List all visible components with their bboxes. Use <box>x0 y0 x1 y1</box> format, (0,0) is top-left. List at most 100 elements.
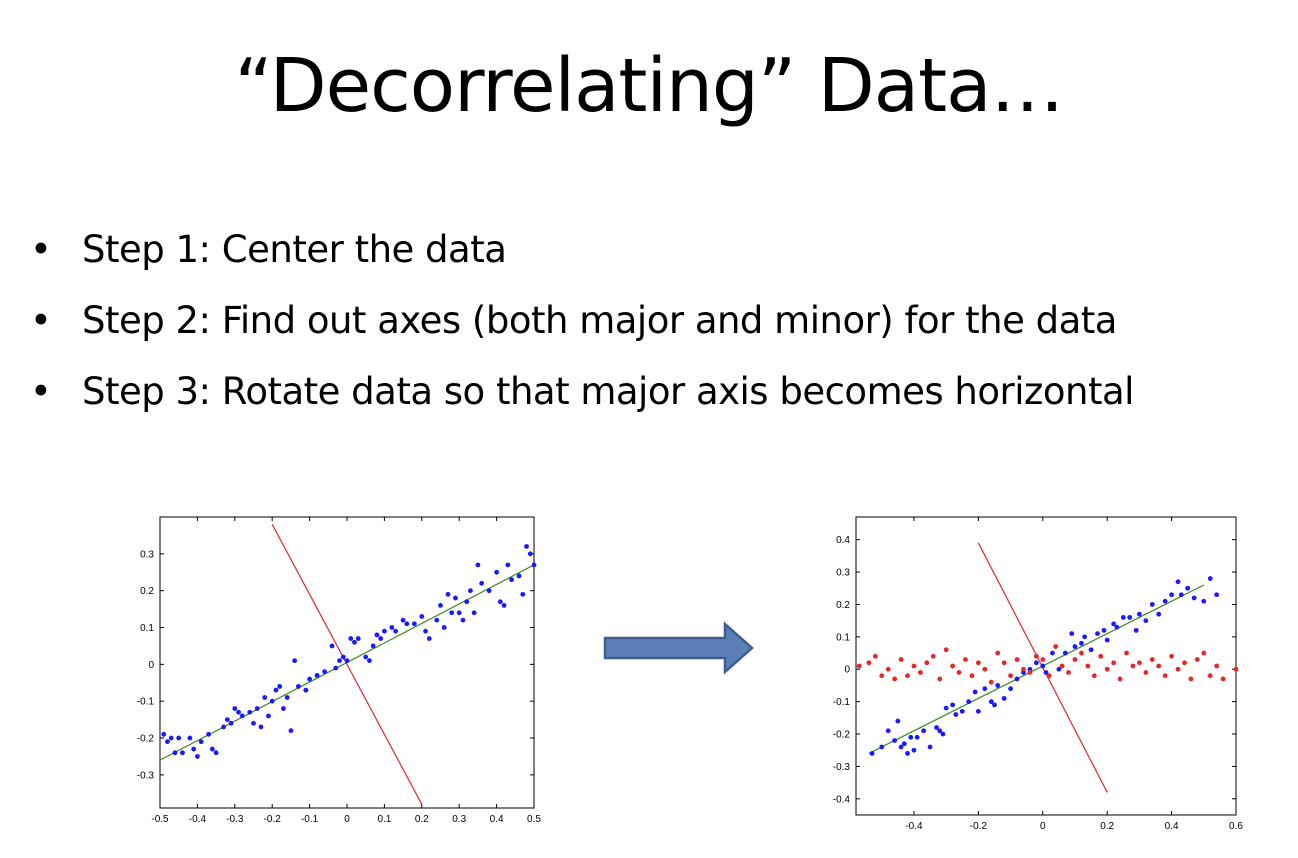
data-point <box>497 599 503 605</box>
data-point <box>1207 673 1213 679</box>
data-point <box>1220 676 1226 682</box>
data-point <box>1201 650 1207 656</box>
data-point <box>464 599 470 605</box>
data-point <box>895 718 901 724</box>
data-point <box>1033 660 1039 666</box>
data-point <box>180 750 185 756</box>
data-point <box>239 713 245 719</box>
data-point <box>509 577 514 583</box>
arrow-shape <box>603 621 754 675</box>
data-point <box>1111 660 1117 666</box>
data-point <box>269 698 275 704</box>
data-point <box>161 731 167 737</box>
y-tick-label: 0.3 <box>140 549 154 560</box>
x-tick-label: 0.2 <box>1100 821 1114 832</box>
data-point <box>228 720 234 726</box>
data-point <box>1062 650 1068 656</box>
data-point <box>206 731 212 737</box>
data-point <box>866 660 872 666</box>
data-point <box>1182 660 1187 666</box>
data-point <box>975 708 981 714</box>
data-point <box>195 754 200 759</box>
data-point <box>1043 670 1049 675</box>
data-point <box>524 544 529 549</box>
data-point <box>456 610 462 616</box>
data-point <box>1130 663 1136 669</box>
data-point <box>988 699 994 705</box>
data-point <box>370 643 376 649</box>
data-point <box>1162 673 1168 679</box>
data-point <box>374 632 380 638</box>
data-point <box>1120 615 1126 620</box>
data-point <box>348 636 354 641</box>
data-point <box>937 676 943 682</box>
data-point <box>1014 657 1020 662</box>
data-point <box>411 621 417 627</box>
data-point <box>1091 673 1097 679</box>
data-point <box>1149 657 1155 662</box>
bullet-text: Step 3: Rotate data so that major axis b… <box>82 370 1134 413</box>
y-tick-label: 0.4 <box>836 535 850 546</box>
data-point <box>1175 579 1181 585</box>
data-point <box>281 706 286 711</box>
data-point <box>453 595 458 601</box>
data-point <box>445 591 451 597</box>
x-tick-label: -0.1 <box>301 814 319 825</box>
data-point <box>1040 663 1046 669</box>
data-point <box>940 731 946 737</box>
data-point <box>879 744 885 750</box>
data-point <box>1053 644 1059 649</box>
x-tick-label: -0.4 <box>189 814 207 825</box>
x-tick-label: 0.4 <box>1165 821 1179 832</box>
data-point <box>879 673 885 679</box>
data-point <box>972 689 978 695</box>
data-point <box>367 658 372 664</box>
y-tick-label: 0 <box>844 665 850 676</box>
data-point <box>423 628 428 634</box>
x-tick-label: -0.2 <box>264 814 282 825</box>
data-point <box>441 625 447 630</box>
data-point <box>1143 670 1149 675</box>
data-point <box>277 684 283 689</box>
data-point <box>307 676 312 682</box>
data-point <box>292 658 298 664</box>
data-point <box>479 580 485 586</box>
data-point <box>520 591 526 597</box>
data-point <box>1088 647 1094 653</box>
data-point <box>344 658 350 664</box>
data-point <box>434 617 440 623</box>
data-point <box>1069 631 1075 637</box>
data-point <box>378 636 384 641</box>
data-point <box>1233 666 1239 672</box>
data-point <box>1178 592 1184 598</box>
data-point <box>966 699 972 705</box>
data-point <box>404 621 410 627</box>
data-point <box>1104 666 1110 672</box>
bullet-icon: • <box>30 370 52 413</box>
data-point <box>1175 666 1181 672</box>
data-point <box>1101 627 1107 633</box>
data-point <box>1021 666 1026 672</box>
data-point <box>901 741 907 747</box>
data-point <box>198 739 204 745</box>
data-point <box>988 679 994 685</box>
data-point <box>924 660 930 666</box>
bullet-list: • Step 1: Center the data • Step 2: Find… <box>26 214 1134 427</box>
data-point <box>314 672 320 678</box>
data-point <box>236 709 241 715</box>
data-point <box>1079 640 1084 646</box>
data-point <box>262 695 268 700</box>
data-point <box>340 654 346 660</box>
y-tick-label: -0.1 <box>137 697 155 708</box>
bullet-item-step-1: • Step 1: Center the data <box>26 214 1134 285</box>
data-point <box>1001 695 1007 701</box>
data-point <box>273 687 279 693</box>
data-point <box>934 725 939 730</box>
data-point <box>1072 657 1078 662</box>
x-tick-label: -0.4 <box>905 821 923 832</box>
data-point <box>1056 666 1062 672</box>
data-point <box>168 735 174 741</box>
x-tick-label: -0.5 <box>151 814 169 825</box>
bullet-icon: • <box>30 299 52 342</box>
data-point <box>995 650 1001 656</box>
